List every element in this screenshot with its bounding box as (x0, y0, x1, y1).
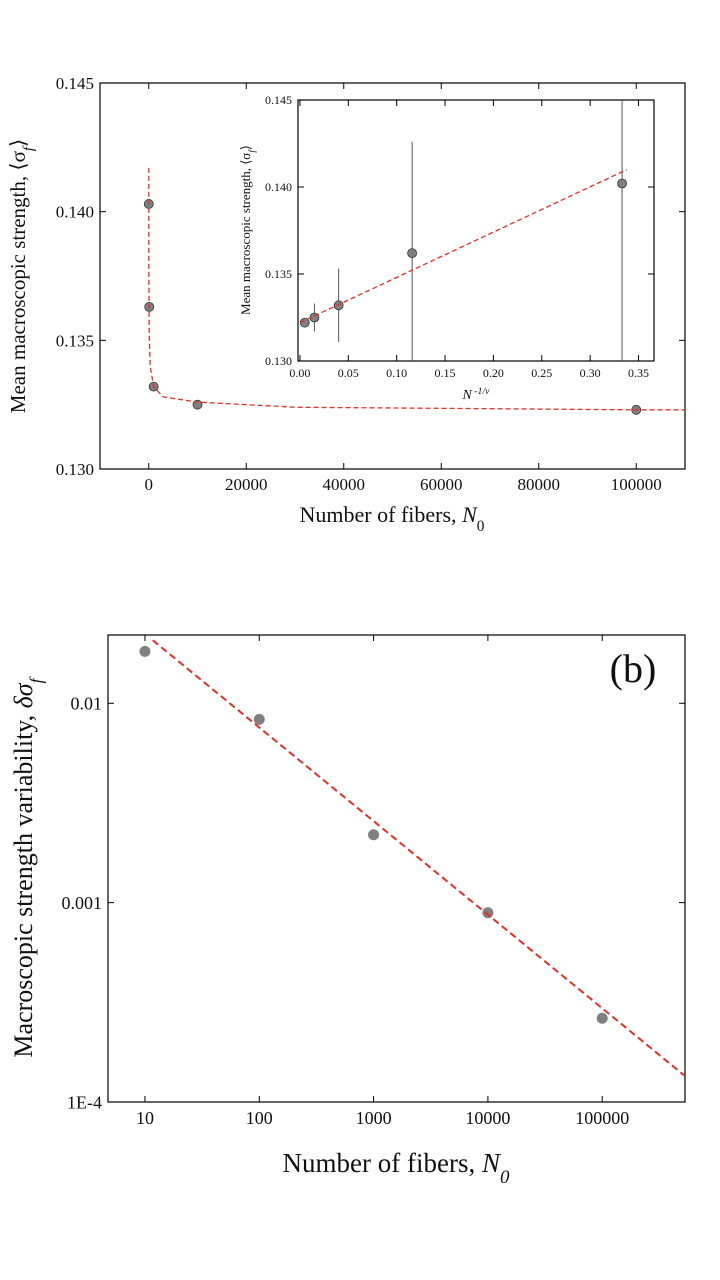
data-point (407, 248, 418, 259)
label-part: ⟩ (6, 139, 30, 147)
x-tick-label: 0.35 (628, 366, 649, 380)
x-tick-label: 60000 (420, 475, 463, 494)
data-point (368, 829, 380, 841)
series-group (299, 100, 628, 361)
data-point (192, 399, 203, 410)
label-part: 0 (477, 518, 485, 535)
label-part: N (461, 388, 472, 403)
label-part: Mean macroscopic strength, ⟨σ (6, 151, 30, 413)
y-tick-label: 1E-4 (67, 1092, 102, 1112)
y-axis-label: Macroscopic strength variability, δσf (9, 675, 46, 1057)
data-point (617, 178, 627, 189)
x-tick-label: 1000 (356, 1108, 392, 1128)
label-part: f (21, 145, 37, 151)
x-tick-label: 40000 (323, 475, 366, 494)
label-part: δσ (9, 682, 38, 708)
x-tick-label: 0.10 (386, 366, 407, 380)
label-part: N (461, 502, 478, 527)
y-tick-label: 0.140 (265, 180, 292, 194)
data-point (482, 907, 494, 919)
label-part: Mean macroscopic strength, ⟨σ (238, 153, 253, 315)
y-tick-label: 0.01 (71, 694, 103, 714)
x-tick-label: 80000 (518, 475, 561, 494)
x-tick-label: 0 (145, 475, 154, 494)
x-tick-label: 0.25 (531, 366, 552, 380)
series-group (143, 167, 685, 415)
panel-label: (b) (610, 646, 657, 691)
label-part: 0 (500, 1167, 510, 1188)
data-point (333, 300, 344, 311)
y-tick-label: 0.135 (265, 267, 292, 281)
x-tick-label: 100000 (575, 1108, 629, 1128)
y-tick-label: 0.130 (265, 354, 292, 368)
label-part: -1/ν (472, 386, 490, 397)
x-tick-label: 10 (136, 1108, 154, 1128)
y-tick-label: 0.001 (62, 893, 103, 913)
label-part: f (26, 675, 46, 683)
y-tick-label: 0.135 (56, 331, 94, 350)
x-axis-label: Number of fibers, N0 (300, 502, 485, 535)
x-tick-label: 10000 (465, 1108, 510, 1128)
y-axis-label: Mean macroscopic strength, ⟨σf⟩ (6, 139, 37, 413)
label-part: N (481, 1148, 502, 1178)
x-tick-label: 20000 (225, 475, 268, 494)
x-tick-label: 0.30 (580, 366, 601, 380)
label-part: ⟩ (238, 145, 253, 150)
x-tick-label: 100 (246, 1108, 273, 1128)
x-tick-label: 0.05 (338, 366, 359, 380)
x-axis-label: N -1/ν (461, 386, 490, 404)
x-axis-label: Number of fibers, N0 (283, 1148, 510, 1188)
data-point (139, 645, 151, 657)
fit-line (152, 639, 685, 1077)
x-tick-label: 0.00 (289, 366, 310, 380)
plot-frame (99, 82, 686, 470)
y-axis-label: Mean macroscopic strength, ⟨σf⟩ (238, 145, 257, 315)
x-tick-label: 0.20 (483, 366, 504, 380)
label-part: f (247, 149, 257, 153)
plot-frame (107, 634, 686, 1103)
data-point (596, 1012, 608, 1024)
label-part: Number of fibers, (300, 502, 463, 527)
x-tick-label: 0.15 (435, 366, 456, 380)
fit-line (148, 167, 685, 411)
label-part: Number of fibers, (283, 1148, 482, 1178)
data-point (253, 713, 265, 725)
inset-background (298, 100, 654, 361)
fit-line (299, 169, 628, 324)
y-tick-label: 0.145 (265, 93, 292, 107)
y-tick-label: 0.140 (56, 203, 94, 222)
plot-frame (297, 99, 655, 362)
y-tick-label: 0.145 (56, 74, 94, 93)
x-tick-label: 100000 (611, 475, 662, 494)
label-part: Macroscopic strength variability, (9, 708, 38, 1057)
series-group (139, 639, 685, 1077)
y-tick-label: 0.130 (56, 460, 94, 479)
